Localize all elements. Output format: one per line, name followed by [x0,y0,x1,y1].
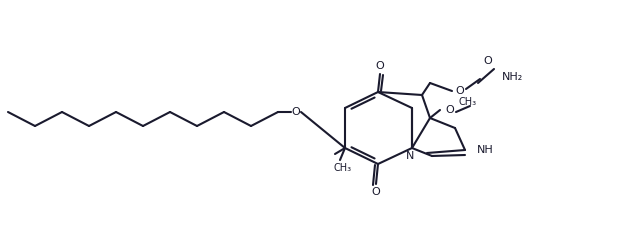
Text: O: O [292,107,300,117]
Text: O: O [446,105,454,115]
Text: N: N [406,151,414,161]
Text: CH₃: CH₃ [334,163,352,173]
Text: O: O [376,61,384,71]
Text: O: O [371,187,380,197]
Text: NH: NH [477,145,494,155]
Text: O: O [483,56,492,66]
Text: NH₂: NH₂ [502,72,523,82]
Text: CH₃: CH₃ [459,97,477,107]
Text: O: O [456,86,464,96]
